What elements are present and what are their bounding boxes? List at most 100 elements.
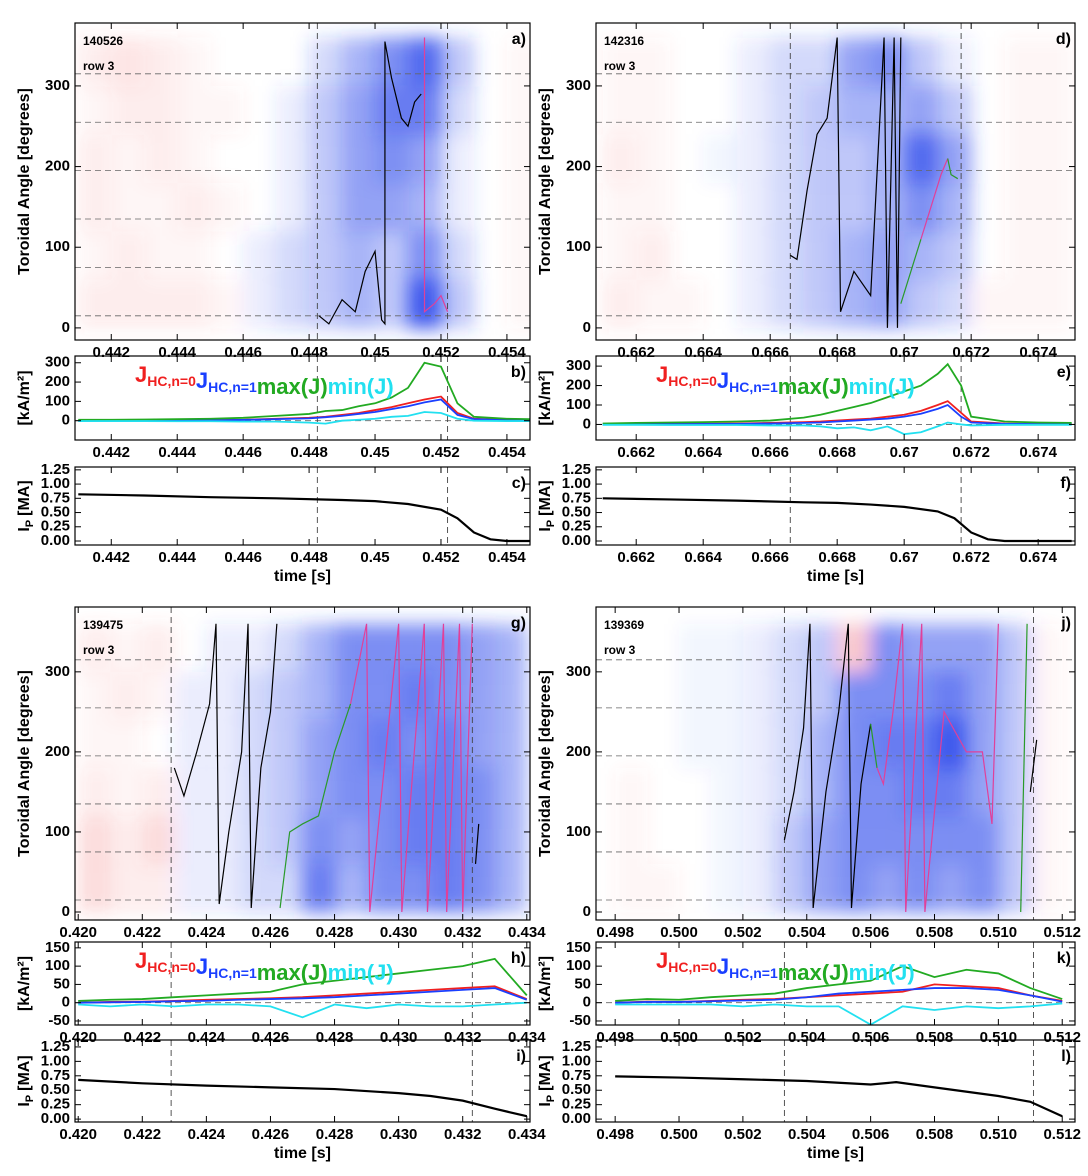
heat-cell (270, 671, 303, 721)
heat-cell (615, 863, 648, 913)
series-line (615, 1075, 1063, 1118)
heat-cell (703, 134, 738, 184)
y-axis-label-part: I (16, 527, 33, 531)
heat-cell (206, 767, 239, 817)
x-tick-label: 0.510 (980, 1029, 1018, 1046)
y-tick-label: 0.75 (41, 489, 70, 506)
trajectory (474, 823, 480, 865)
heat-cell (602, 134, 637, 184)
x-tick-label: 0.672 (952, 444, 990, 461)
y-axis-label-part: I (16, 1102, 33, 1106)
heat-cell (837, 279, 872, 329)
heat-cell (210, 38, 243, 87)
heat-cell (366, 623, 400, 673)
legend-entry: J (656, 362, 668, 387)
x-tick-label: 0.446 (224, 549, 262, 566)
heat-cell (174, 815, 207, 865)
heat-cell (710, 671, 744, 721)
heat-cell (837, 134, 872, 184)
heat-cell (998, 623, 1031, 673)
y-axis-label-sub: P (24, 1095, 36, 1102)
heat-cell (837, 85, 872, 135)
x-tick-label: 0.67 (890, 444, 919, 461)
heat-cell (174, 767, 207, 817)
heat-cell (837, 182, 872, 232)
x-tick-label: 0.668 (818, 344, 856, 361)
trajectory (870, 723, 878, 768)
heat-cell (998, 719, 1031, 769)
series-line (615, 987, 1063, 1004)
heat-cell (770, 134, 805, 184)
heat-cell (971, 279, 1006, 329)
heat-cell (302, 719, 336, 769)
heat-cell (494, 623, 528, 673)
heat-cell (243, 183, 276, 232)
heat-cell (998, 767, 1031, 817)
heat-cell (206, 863, 239, 913)
heat-cell (615, 720, 647, 769)
y-tick-label: 0.25 (562, 1096, 591, 1113)
y-tick-label: 1.00 (562, 1052, 591, 1069)
heat-cell (142, 720, 175, 769)
heat-cell (144, 231, 178, 281)
y-axis-label: Toroidal Angle [degrees] (16, 670, 33, 857)
row-label: row 3 (83, 643, 115, 657)
heat-cell (1004, 37, 1039, 87)
heat-cell (710, 863, 744, 913)
x-tick-label: 0.500 (660, 1126, 698, 1143)
y-tick-label: 0.00 (562, 1110, 591, 1127)
heat-cell (742, 623, 776, 673)
panel-label: k) (1057, 950, 1071, 967)
heat-cell (309, 85, 343, 135)
heat-cell (710, 719, 744, 769)
x-tick-label: 0.446 (224, 344, 262, 361)
y-tick-label: 0.50 (562, 1081, 591, 1098)
x-tick-label: 0.668 (818, 549, 856, 566)
heat-cell (430, 671, 464, 721)
y-tick-label: 0.25 (562, 518, 591, 535)
heat-cell (602, 279, 637, 329)
heat-cell (474, 134, 507, 183)
y-tick-label: 0.75 (562, 1067, 591, 1084)
x-tick-label: 0.446 (224, 444, 262, 461)
x-tick-label: 0.498 (596, 1029, 634, 1046)
heat-cell (78, 231, 112, 281)
x-tick-label: 0.452 (422, 344, 460, 361)
heat-cell (937, 85, 972, 135)
panel-label: i) (516, 1048, 526, 1065)
legend: JHC,n=0JHC,n=1max(J)min(J) (656, 362, 915, 399)
heat-cell (334, 815, 368, 865)
heat-cell (703, 86, 737, 135)
heat-cell (736, 134, 771, 184)
panel-label: l) (1061, 1048, 1071, 1065)
x-tick-label: 0.420 (59, 924, 97, 941)
heat-cell (1030, 863, 1063, 913)
heat-cell (462, 767, 496, 817)
series-line (78, 493, 530, 543)
panel (75, 942, 530, 1025)
heat-cell (803, 279, 838, 329)
heat-cell (803, 182, 838, 232)
y-tick-label: 1.00 (41, 1052, 70, 1069)
legend: JHC,n=0JHC,n=1max(J)min(J) (656, 948, 915, 985)
panel-label: h) (511, 950, 526, 967)
heat-cell (440, 231, 475, 281)
heat-cell (78, 85, 112, 135)
x-axis-label: time [s] (807, 1145, 864, 1162)
heat-cell (210, 134, 243, 183)
y-tick-label: 200 (45, 373, 70, 390)
x-tick-label: 0.674 (1019, 549, 1057, 566)
heat-cell (206, 815, 239, 865)
heat-cell (302, 815, 336, 865)
heat-cell (774, 815, 808, 865)
y-axis-label-unit: [MA] (537, 480, 554, 516)
panel-label: a) (512, 31, 526, 48)
heat-cell (210, 279, 244, 329)
y-tick-label: 0.50 (41, 504, 70, 521)
heat-cell (870, 37, 905, 87)
heat-cell (78, 863, 111, 913)
plot-frame (595, 941, 1076, 1026)
heat-cell (142, 767, 175, 817)
heat-cell (710, 767, 744, 817)
x-tick-label: 0.668 (818, 444, 856, 461)
